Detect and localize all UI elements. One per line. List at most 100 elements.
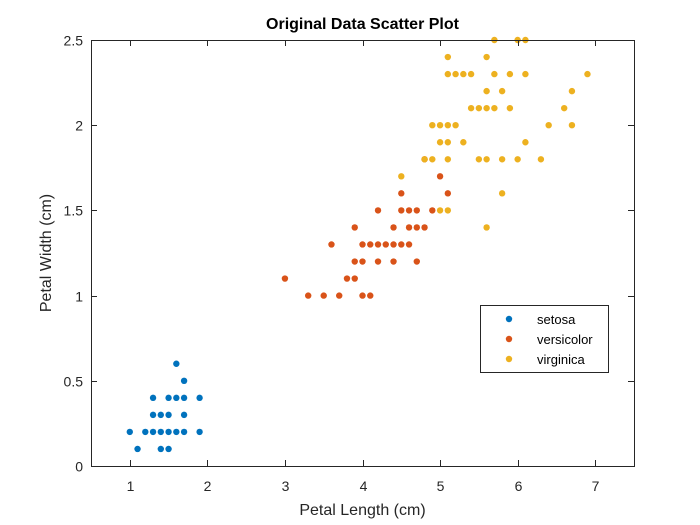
data-point-versicolor: [390, 224, 397, 231]
data-point-setosa: [180, 411, 188, 419]
data-point-versicolor: [398, 207, 405, 214]
data-point-versicolor: [405, 207, 413, 214]
legend-item-virginica: virginica: [505, 352, 585, 367]
legend-box: [480, 305, 609, 373]
data-point-versicolor: [405, 224, 413, 231]
data-point-virginica: [436, 139, 444, 146]
data-point-setosa: [165, 428, 172, 436]
data-point-setosa: [196, 394, 203, 402]
data-point-virginica: [522, 139, 529, 146]
data-point-virginica: [483, 87, 490, 95]
data-point-virginica: [491, 70, 498, 78]
data-point-virginica: [483, 224, 490, 231]
data-point-virginica: [560, 104, 568, 112]
legend-marker-setosa: [505, 315, 513, 323]
data-point-virginica: [436, 207, 444, 214]
y-axis-label: Petal Width (cm): [38, 194, 55, 312]
data-point-versicolor: [390, 241, 397, 248]
x-tick-label: 7: [592, 478, 600, 494]
data-point-setosa: [165, 394, 172, 402]
legend: setosa versicolor virginica: [480, 305, 609, 373]
legend-marker-virginica: [505, 355, 513, 363]
data-point-virginica: [436, 122, 444, 129]
data-point-virginica: [483, 156, 490, 163]
data-point-setosa: [180, 394, 188, 402]
data-point-setosa: [157, 428, 165, 436]
data-point-versicolor: [382, 241, 389, 248]
data-point-versicolor: [436, 173, 444, 180]
data-point-virginica: [498, 190, 506, 197]
tick-labels: 1 2 3 4 5 6 7 0 0.5 1 1.5 2 2.5: [64, 33, 600, 495]
data-point-setosa: [173, 360, 180, 367]
data-point-setosa: [134, 445, 141, 453]
data-point-setosa: [180, 428, 188, 436]
data-point-setosa: [173, 428, 180, 436]
x-tick-label: 4: [360, 478, 368, 494]
data-point-setosa: [142, 428, 149, 436]
plot-area: [91, 40, 634, 466]
data-point-virginica: [429, 156, 436, 163]
data-point-virginica: [491, 104, 498, 112]
x-axis-label: Petal Length (cm): [299, 502, 425, 519]
data-point-setosa: [165, 445, 172, 453]
y-tick-label: 2: [75, 118, 83, 134]
data-point-versicolor: [320, 292, 327, 299]
data-point-versicolor: [367, 292, 374, 299]
data-point-versicolor: [374, 207, 382, 214]
data-point-setosa: [157, 411, 165, 419]
data-point-versicolor: [305, 292, 312, 299]
data-point-versicolor: [413, 258, 420, 265]
data-point-virginica: [475, 156, 483, 163]
data-point-versicolor: [413, 207, 420, 214]
data-point-setosa: [126, 428, 133, 436]
data-point-virginica: [444, 139, 452, 146]
x-tick-label: 1: [127, 478, 135, 494]
data-point-versicolor: [336, 292, 343, 299]
data-point-virginica: [506, 70, 514, 78]
data-point-versicolor: [398, 241, 405, 248]
data-point-versicolor: [374, 241, 382, 248]
data-point-virginica: [506, 104, 514, 112]
data-point-versicolor: [398, 190, 405, 197]
data-point-virginica: [522, 70, 529, 78]
data-point-virginica: [444, 122, 452, 129]
data-point-virginica: [568, 87, 576, 95]
data-point-versicolor: [429, 207, 436, 214]
data-point-virginica: [498, 87, 506, 95]
data-point-versicolor: [328, 241, 335, 248]
data-point-versicolor: [343, 275, 351, 282]
data-point-virginica: [460, 139, 467, 146]
x-tick-label: 6: [515, 478, 523, 494]
data-point-virginica: [444, 70, 452, 78]
data-point-setosa: [196, 428, 203, 436]
data-point-setosa: [149, 394, 157, 402]
x-tick-label: 2: [204, 478, 212, 494]
data-point-virginica: [584, 70, 591, 78]
y-tick-label: 1.5: [64, 203, 84, 219]
data-point-versicolor: [281, 275, 289, 282]
data-point-versicolor: [444, 190, 452, 197]
data-point-virginica: [483, 104, 490, 112]
legend-item-versicolor: versicolor: [505, 332, 593, 347]
data-point-versicolor: [405, 241, 413, 248]
legend-item-setosa: setosa: [505, 312, 576, 327]
data-point-virginica: [483, 53, 490, 61]
data-point-versicolor: [359, 258, 366, 265]
data-point-versicolor: [359, 292, 366, 299]
y-tick-label: 2.5: [64, 33, 84, 49]
legend-label-setosa: setosa: [537, 312, 576, 327]
data-points: [126, 36, 591, 453]
data-point-virginica: [444, 53, 452, 61]
data-point-virginica: [421, 156, 428, 163]
data-point-virginica: [444, 156, 452, 163]
data-point-versicolor: [374, 258, 382, 265]
data-point-setosa: [149, 411, 157, 419]
legend-marker-versicolor: [505, 335, 513, 343]
data-point-versicolor: [413, 224, 420, 231]
x-tick-label: 3: [282, 478, 290, 494]
chart-title: Original Data Scatter Plot: [266, 16, 460, 33]
data-point-virginica: [452, 122, 459, 129]
data-point-virginica: [460, 70, 467, 78]
data-point-versicolor: [351, 224, 358, 231]
